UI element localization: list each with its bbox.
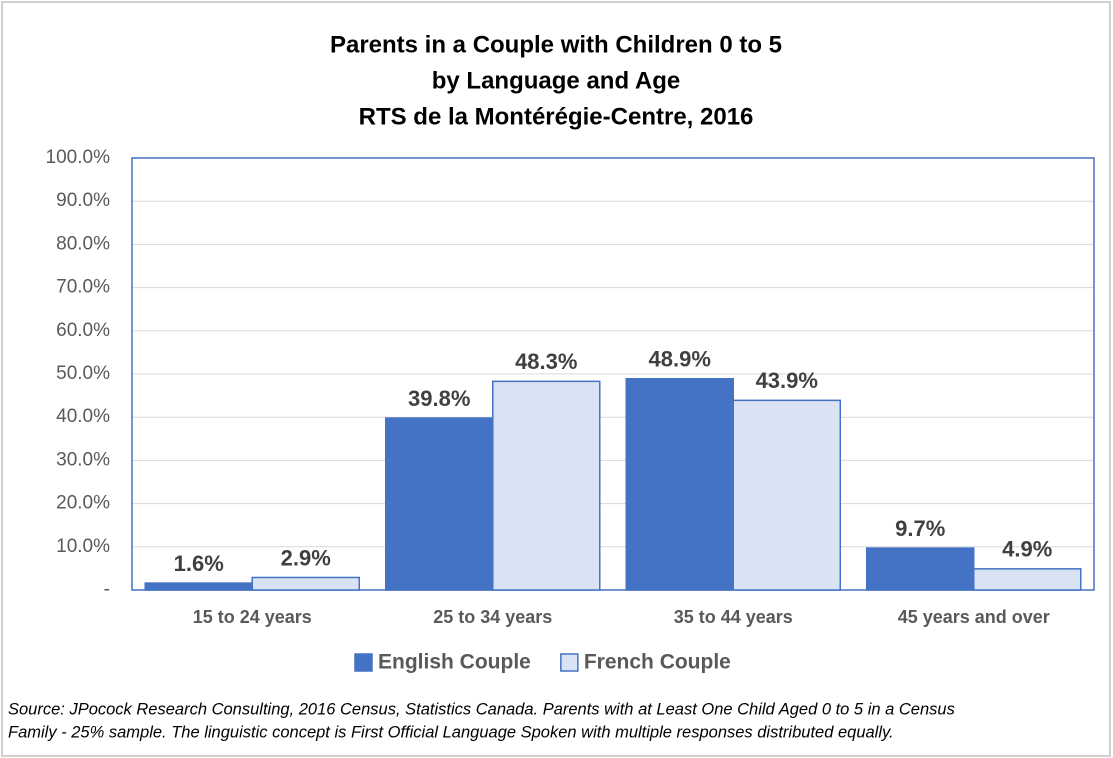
data-label: 48.3% bbox=[515, 349, 577, 374]
legend-label: English Couple bbox=[378, 651, 531, 674]
footnote: Family - 25% sample. The linguistic conc… bbox=[8, 723, 894, 741]
x-tick-label: 35 to 44 years bbox=[674, 607, 793, 627]
bar bbox=[384, 417, 494, 591]
data-label: 43.9% bbox=[756, 368, 818, 393]
y-tick-label: 50.0% bbox=[56, 363, 110, 384]
bar bbox=[732, 399, 842, 591]
data-label: 1.6% bbox=[174, 551, 224, 576]
chart-title: Parents in a Couple with Children 0 to 5 bbox=[330, 31, 782, 58]
bar bbox=[492, 380, 601, 591]
x-tick-label: 15 to 24 years bbox=[193, 607, 312, 627]
data-label: 2.9% bbox=[281, 545, 331, 570]
data-label: 39.8% bbox=[408, 386, 470, 411]
y-tick-label: 90.0% bbox=[56, 190, 110, 211]
chart-title: by Language and Age bbox=[432, 67, 680, 94]
bar bbox=[251, 576, 361, 591]
y-tick-label: 60.0% bbox=[56, 320, 110, 341]
y-tick-label: 20.0% bbox=[56, 493, 110, 514]
bar bbox=[625, 378, 734, 591]
x-tick-label: 25 to 34 years bbox=[433, 607, 552, 627]
footnote: Source: JPocock Research Consulting, 201… bbox=[8, 700, 955, 718]
y-tick-label: 100.0% bbox=[46, 147, 111, 168]
data-label: 48.9% bbox=[649, 347, 711, 372]
y-tick-label: 40.0% bbox=[56, 406, 110, 427]
legend-swatch bbox=[354, 653, 373, 672]
bar bbox=[144, 582, 253, 591]
y-tick-label: 10.0% bbox=[56, 536, 110, 557]
data-label: 4.9% bbox=[1002, 537, 1052, 562]
y-tick-label: 80.0% bbox=[56, 233, 110, 254]
data-label: 9.7% bbox=[895, 516, 945, 541]
plot-area bbox=[131, 157, 1095, 591]
x-tick-label: 45 years and over bbox=[898, 607, 1050, 627]
legend-swatch bbox=[560, 653, 579, 672]
y-tick-label: 30.0% bbox=[56, 449, 110, 470]
legend-label: French Couple bbox=[584, 651, 731, 674]
y-tick-label: - bbox=[104, 579, 110, 600]
chart-title: RTS de la Montérégie-Centre, 2016 bbox=[359, 103, 754, 130]
y-tick-label: 70.0% bbox=[56, 277, 110, 298]
bar bbox=[973, 568, 1082, 591]
bar bbox=[865, 547, 975, 591]
